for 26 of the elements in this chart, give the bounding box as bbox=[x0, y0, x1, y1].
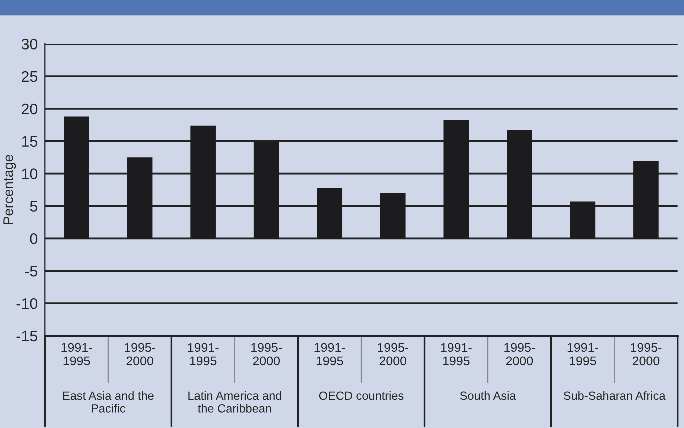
x-tick-label: 1991-1995 bbox=[188, 343, 219, 366]
text: East Asia and the Pacific bbox=[63, 391, 154, 413]
y-tick-label: 25 bbox=[22, 71, 38, 82]
text: South Asia bbox=[460, 391, 516, 400]
x-tick-label: 1991-1995 bbox=[62, 343, 92, 366]
x-tick-label: 1995-2000 bbox=[125, 343, 156, 366]
y-tick-label: 15 bbox=[22, 136, 38, 148]
x-tick-label: 1991-1995 bbox=[441, 343, 472, 366]
x-tick-label: 1991-1995 bbox=[314, 343, 346, 366]
text: Latin America and the Caribbean bbox=[188, 391, 282, 413]
x-tick-label: 1991-1995 bbox=[568, 343, 598, 366]
x-tick-label: 1995-2000 bbox=[504, 343, 536, 366]
x-tick-label: 1995-2000 bbox=[631, 343, 662, 366]
y-tick-label: -10 bbox=[16, 298, 38, 310]
y-tick-label: -15 bbox=[16, 331, 38, 342]
x-tick-label: 1995-2000 bbox=[252, 343, 282, 366]
y-tick-label: 10 bbox=[22, 168, 38, 180]
text: OECD countries bbox=[319, 391, 404, 400]
text: Sub-Saharan Africa bbox=[564, 391, 666, 400]
y-tick-label: 5 bbox=[30, 201, 38, 212]
y-tick-label: 20 bbox=[22, 104, 38, 115]
y-axis-title: Percentage bbox=[4, 155, 16, 224]
y-tick-label: 30 bbox=[22, 38, 38, 50]
y-tick-label: -5 bbox=[25, 266, 38, 277]
x-tick-label: 1995-2000 bbox=[378, 343, 409, 366]
y-tick-label: 0 bbox=[30, 234, 38, 244]
